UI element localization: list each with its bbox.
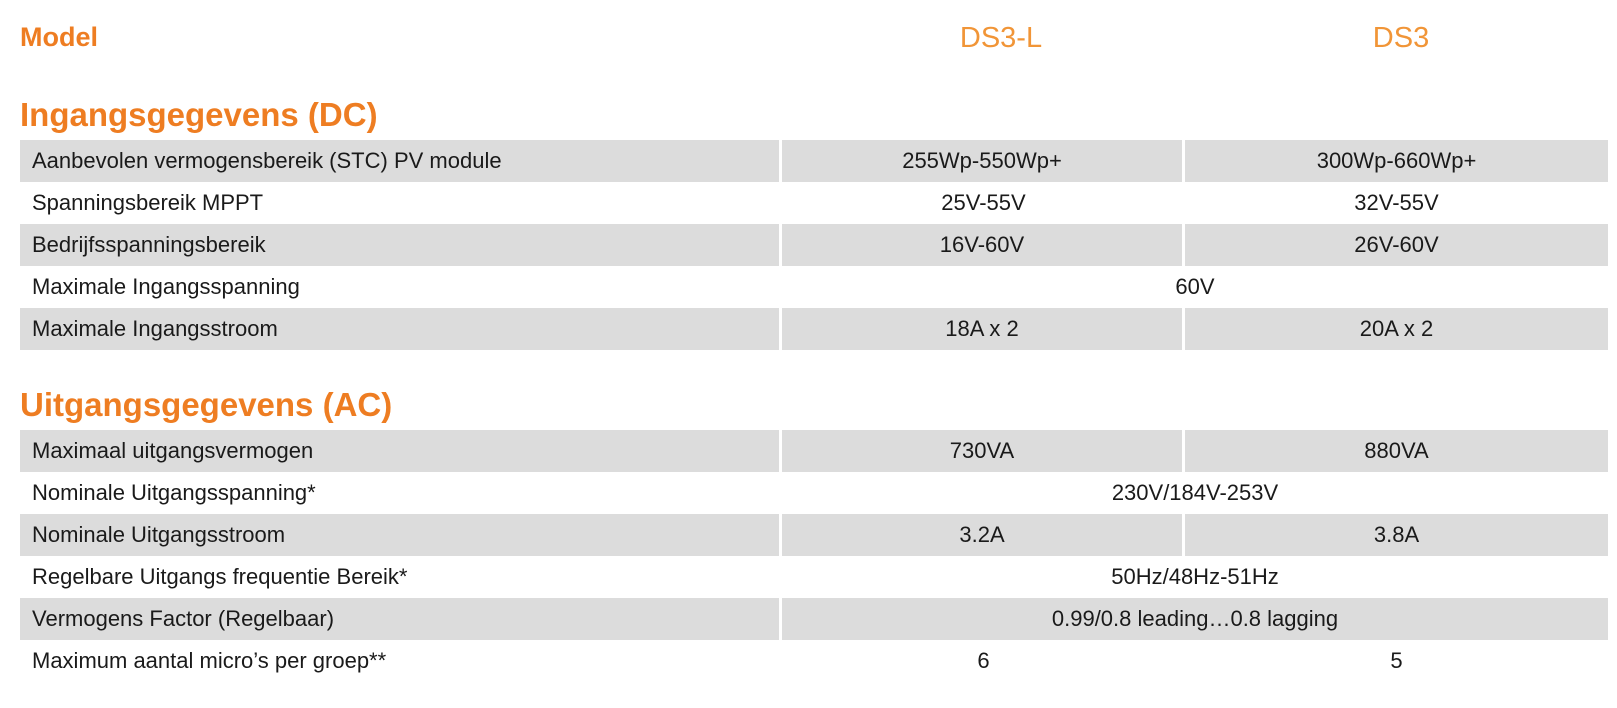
table-row: Bedrijfsspanningsbereik 16V-60V 26V-60V (20, 224, 1608, 266)
value-ds3-l: 6 (977, 648, 990, 673)
value-shared: 230V/184V-253V (1111, 480, 1279, 505)
value-ds3: 26V-60V (1185, 224, 1608, 266)
row-label: Nominale Uitgangsstroom (20, 514, 782, 556)
table-row: Aanbevolen vermogensbereik (STC) PV modu… (20, 140, 1608, 182)
table-row: Spanningsbereik MPPT 25V-55V 32V-55V (20, 182, 1608, 224)
table-row: Regelbare Uitgangs frequentie Bereik* 50… (20, 556, 1608, 598)
value-shared: 50Hz/48Hz-51Hz (1111, 564, 1279, 589)
table-row: Vermogens Factor (Regelbaar) 0.99/0.8 le… (20, 598, 1608, 640)
value-ds3-l: 3.2A (782, 514, 1185, 556)
model-column-ds3-l: DS3-L (959, 22, 1043, 54)
model-label: Model (20, 22, 98, 52)
row-label: Spanningsbereik MPPT (32, 190, 264, 215)
value-ds3: 3.8A (1185, 514, 1608, 556)
table-row: Maximale Ingangsstroom 18A x 2 20A x 2 (20, 308, 1608, 350)
value-ds3: 880VA (1185, 430, 1608, 472)
row-label: Maximale Ingangsspanning (32, 274, 300, 299)
table-row: Maximaal uitgangsvermogen 730VA 880VA (20, 430, 1608, 472)
row-label: Regelbare Uitgangs frequentie Bereik* (32, 564, 408, 589)
value-ds3: 300Wp-660Wp+ (1185, 140, 1608, 182)
row-label: Maximum aantal micro’s per groep** (32, 648, 387, 673)
model-column-ds3: DS3 (1372, 22, 1430, 54)
table-row: Nominale Uitgangsspanning* 230V/184V-253… (20, 472, 1608, 514)
section-title-input: Ingangsgegevens (DC) (20, 96, 378, 133)
table-row: Maximum aantal micro’s per groep** 6 5 (20, 640, 1608, 682)
output-spec-table: Maximaal uitgangsvermogen 730VA 880VA No… (20, 430, 1608, 682)
value-ds3-l: 18A x 2 (782, 308, 1185, 350)
value-shared: 60V (1175, 274, 1215, 299)
section-title-output: Uitgangsgegevens (AC) (20, 386, 393, 423)
row-label: Maximaal uitgangsvermogen (20, 430, 782, 472)
row-label: Bedrijfsspanningsbereik (20, 224, 782, 266)
value-ds3-l: 255Wp-550Wp+ (782, 140, 1185, 182)
row-label: Maximale Ingangsstroom (20, 308, 782, 350)
table-row: Nominale Uitgangsstroom 3.2A 3.8A (20, 514, 1608, 556)
table-row: Maximale Ingangsspanning 60V (20, 266, 1608, 308)
input-spec-table: Aanbevolen vermogensbereik (STC) PV modu… (20, 140, 1608, 350)
value-ds3-l: 730VA (782, 430, 1185, 472)
row-label: Nominale Uitgangsspanning* (32, 480, 316, 505)
value-ds3: 5 (1390, 648, 1403, 673)
row-label: Aanbevolen vermogensbereik (STC) PV modu… (20, 140, 782, 182)
value-ds3: 32V-55V (1354, 190, 1439, 215)
value-ds3-l: 25V-55V (941, 190, 1026, 215)
value-ds3-l: 16V-60V (782, 224, 1185, 266)
value-ds3: 20A x 2 (1185, 308, 1608, 350)
row-label: Vermogens Factor (Regelbaar) (20, 598, 782, 640)
value-shared: 0.99/0.8 leading…0.8 lagging (782, 598, 1608, 640)
